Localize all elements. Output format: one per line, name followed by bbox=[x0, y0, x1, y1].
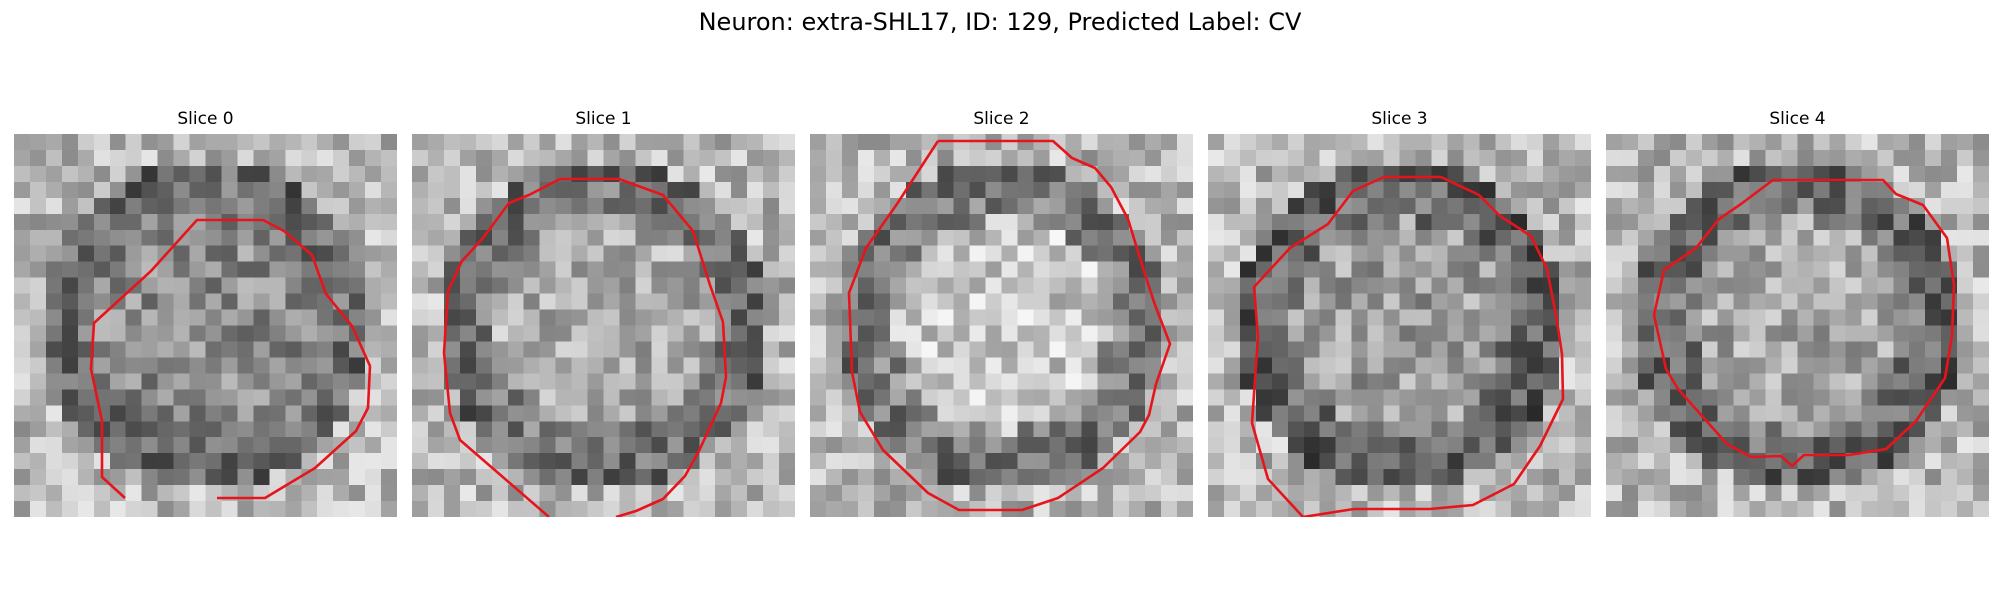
slice-title: Slice 2 bbox=[973, 109, 1030, 129]
slice-title: Slice 4 bbox=[1769, 109, 1826, 129]
grayscale-microscopy-image bbox=[810, 134, 1193, 517]
slice-image bbox=[1606, 134, 1989, 517]
neuron-outline bbox=[1652, 178, 1956, 468]
slice-image bbox=[412, 134, 795, 517]
grayscale-microscopy-image bbox=[1208, 134, 1591, 517]
slice-image bbox=[810, 134, 1193, 517]
slice-image bbox=[1208, 134, 1591, 517]
neuron-outline bbox=[847, 139, 1172, 512]
segmentation-contour-overlay bbox=[442, 177, 728, 517]
slice-image bbox=[14, 134, 397, 517]
slice-title: Slice 3 bbox=[1371, 109, 1428, 129]
segmentation-contour-overlay bbox=[847, 139, 1172, 512]
slice-title: Slice 1 bbox=[575, 109, 632, 129]
figure-title: Neuron: extra-SHL17, ID: 129, Predicted … bbox=[698, 8, 1302, 36]
neuron-outline bbox=[89, 218, 372, 500]
slice-title: Slice 0 bbox=[177, 109, 234, 129]
neuron-outline bbox=[442, 177, 728, 517]
grayscale-microscopy-image bbox=[1606, 134, 1989, 517]
segmentation-contour-overlay bbox=[1652, 178, 1956, 468]
segmentation-contour-overlay bbox=[89, 218, 372, 500]
segmentation-contour-overlay bbox=[1250, 175, 1565, 517]
neuron-outline bbox=[1250, 175, 1565, 517]
